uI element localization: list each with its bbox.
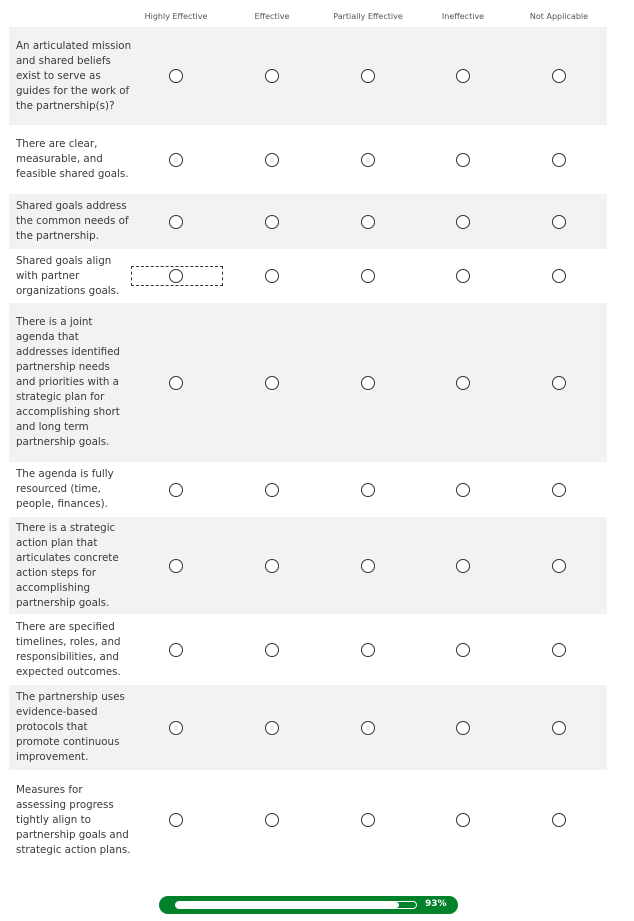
matrix-row: The agenda is fully resourced (time, peo… (9, 462, 607, 517)
radio-effective[interactable] (265, 720, 279, 735)
radio-effective[interactable] (265, 813, 279, 827)
radio-partially-effective[interactable] (361, 720, 375, 735)
radio-not-applicable[interactable] (552, 214, 566, 229)
radio-ineffective[interactable] (456, 813, 470, 827)
radio-highly-effective[interactable] (169, 558, 183, 573)
matrix-row: Shared goals align with partner organiza… (9, 249, 607, 303)
radio-highly-effective[interactable] (169, 269, 183, 283)
radio-ineffective[interactable] (456, 69, 470, 83)
progress-track (175, 901, 417, 909)
radio-highly-effective[interactable] (169, 720, 183, 735)
radio-highly-effective[interactable] (169, 375, 183, 390)
radio-partially-effective[interactable] (361, 269, 375, 283)
radio-not-applicable[interactable] (552, 642, 566, 657)
radio-effective[interactable] (265, 152, 279, 167)
row-label: There is a joint agenda that addresses i… (16, 316, 120, 448)
radio-partially-effective[interactable] (361, 69, 375, 83)
matrix-row: There is a joint agenda that addresses i… (9, 303, 607, 462)
matrix-row: There are specified timelines, roles, an… (9, 614, 607, 685)
radio-effective[interactable] (265, 269, 279, 283)
radio-ineffective[interactable] (456, 214, 470, 229)
radio-partially-effective[interactable] (361, 214, 375, 229)
column-header: Not Applicable (529, 12, 589, 21)
radio-highly-effective[interactable] (169, 642, 183, 657)
radio-partially-effective[interactable] (361, 152, 375, 167)
matrix-question: An articulated mission and shared belief… (9, 27, 607, 870)
radio-ineffective[interactable] (456, 642, 470, 657)
focus-outline (131, 266, 223, 286)
progress-label: 93% (425, 899, 447, 909)
radio-not-applicable[interactable] (552, 69, 566, 83)
row-label: There are clear, measurable, and feasibl… (16, 138, 129, 180)
matrix-row: An articulated mission and shared belief… (9, 27, 607, 125)
radio-ineffective[interactable] (456, 482, 470, 497)
radio-effective[interactable] (265, 558, 279, 573)
radio-not-applicable[interactable] (552, 558, 566, 573)
radio-partially-effective[interactable] (361, 558, 375, 573)
progress-fill (176, 902, 400, 908)
column-header: Highly Effective (144, 12, 208, 21)
radio-not-applicable[interactable] (552, 375, 566, 390)
matrix-row: There are clear, measurable, and feasibl… (9, 125, 607, 194)
row-label: Measures for assessing progress tightly … (16, 783, 131, 856)
radio-ineffective[interactable] (456, 558, 470, 573)
column-header: Partially Effective (333, 12, 403, 21)
column-header: Effective (254, 12, 290, 21)
matrix-row: The partnership uses evidence-based prot… (9, 685, 607, 770)
row-label: An articulated mission and shared belief… (16, 39, 132, 112)
radio-effective[interactable] (265, 642, 279, 657)
radio-ineffective[interactable] (456, 152, 470, 167)
row-label: The partnership uses evidence-based prot… (16, 691, 125, 763)
radio-ineffective[interactable] (456, 375, 470, 390)
row-label: Shared goals address the common needs of… (16, 200, 129, 242)
row-label: There is a strategic action plan that ar… (16, 521, 119, 609)
radio-highly-effective[interactable] (169, 69, 183, 83)
radio-not-applicable[interactable] (552, 482, 566, 497)
radio-partially-effective[interactable] (361, 642, 375, 657)
radio-ineffective[interactable] (456, 269, 470, 283)
matrix-row: Shared goals address the common needs of… (9, 194, 607, 249)
radio-partially-effective[interactable] (361, 482, 375, 497)
row-label: Shared goals align with partner organiza… (16, 254, 120, 297)
radio-effective[interactable] (265, 482, 279, 497)
radio-not-applicable[interactable] (552, 813, 566, 827)
column-headers: Highly Effective Effective Partially Effec… (0, 12, 634, 26)
radio-highly-effective[interactable] (169, 214, 183, 229)
matrix-row: Measures for assessing progress tightly … (9, 770, 607, 870)
radio-partially-effective[interactable] (361, 375, 375, 390)
radio-highly-effective[interactable] (169, 152, 183, 167)
radio-effective[interactable] (265, 214, 279, 229)
row-label: There are specified timelines, roles, an… (16, 620, 121, 678)
radio-not-applicable[interactable] (552, 269, 566, 283)
radio-effective[interactable] (265, 375, 279, 390)
radio-highly-effective[interactable] (169, 813, 183, 827)
radio-effective[interactable] (265, 69, 279, 83)
progress-bar: 93% (159, 896, 458, 914)
radio-highly-effective[interactable] (169, 482, 183, 497)
radio-ineffective[interactable] (456, 720, 470, 735)
radio-not-applicable[interactable] (552, 720, 566, 735)
row-label: The agenda is fully resourced (time, peo… (16, 468, 114, 510)
radio-not-applicable[interactable] (552, 152, 566, 167)
matrix-row: There is a strategic action plan that ar… (9, 517, 607, 614)
radio-partially-effective[interactable] (361, 813, 375, 827)
column-header: Ineffective (441, 12, 485, 21)
